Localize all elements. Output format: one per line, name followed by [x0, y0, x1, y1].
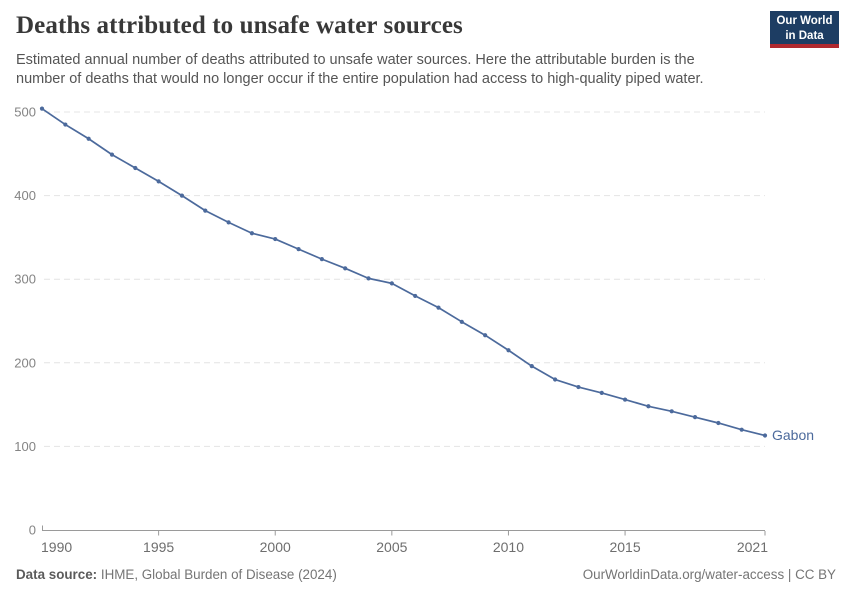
chart-subtitle: Estimated annual number of deaths attrib…	[16, 52, 704, 87]
data-point	[226, 220, 231, 225]
data-point	[459, 319, 464, 324]
data-point	[622, 397, 628, 402]
data-point	[646, 404, 651, 409]
data-point	[366, 276, 371, 281]
data-point	[133, 165, 138, 171]
x-axis-tick-label: 1990	[41, 539, 72, 555]
data-point	[273, 236, 278, 242]
y-axis-tick-label: 500	[14, 105, 36, 120]
x-axis-tick-label: 1995	[143, 539, 174, 555]
x-axis-tick-label: 2000	[260, 539, 291, 555]
x-axis-tick-label: 2015	[609, 539, 640, 555]
data-point	[436, 305, 441, 310]
data-point	[319, 257, 324, 262]
owid-logo-line1: Our World	[776, 15, 833, 27]
x-axis-tick-label: 2021	[737, 539, 768, 555]
data-point	[529, 364, 534, 369]
y-axis-tick-label: 0	[29, 523, 36, 538]
data-point	[506, 348, 511, 353]
data-point	[483, 333, 488, 338]
data-point	[716, 420, 721, 426]
owid-logo: Our World in Data	[770, 11, 839, 48]
data-point	[413, 293, 418, 299]
y-axis-tick-label: 300	[14, 272, 36, 287]
entity-label: Gabon	[772, 427, 814, 443]
data-point	[692, 415, 698, 420]
data-point	[296, 247, 301, 252]
data-point	[86, 136, 91, 141]
data-point	[739, 427, 744, 432]
data-point	[203, 208, 208, 213]
data-source-label: Data source:	[16, 567, 98, 582]
data-point	[552, 377, 558, 382]
data-point	[39, 106, 45, 111]
data-source-text: IHME, Global Burden of Disease (2024)	[97, 567, 337, 582]
data-point	[249, 231, 255, 236]
y-axis-tick-label: 100	[14, 439, 36, 454]
data-point	[762, 433, 768, 438]
data-point	[669, 409, 674, 414]
data-point	[599, 390, 604, 395]
data-point	[343, 266, 348, 271]
chart-footer: Data source: IHME, Global Burden of Dise…	[16, 567, 836, 582]
data-line	[41, 107, 766, 437]
x-axis-tick-label: 2010	[493, 539, 524, 555]
y-axis-tick-label: 400	[14, 188, 36, 203]
x-axis-tick-label: 2005	[376, 539, 407, 555]
data-point	[109, 152, 115, 157]
y-axis-tick-label: 200	[14, 355, 36, 370]
data-point	[576, 384, 581, 390]
data-point	[179, 193, 185, 198]
footer-citation: OurWorldinData.org/water-access | CC BY	[582, 567, 836, 582]
line-chart: 0 100 200 300 400 500 1990 1995 2000 2005 2010 2015…	[14, 105, 814, 556]
data-point	[156, 179, 161, 184]
data-point	[389, 281, 394, 286]
page-title: Deaths attributed to unsafe water source…	[16, 12, 463, 39]
data-point	[63, 122, 68, 127]
owid-logo-line2: in Data	[785, 29, 824, 42]
data-source: Data source: IHME, Global Burden of Dise…	[16, 567, 337, 582]
